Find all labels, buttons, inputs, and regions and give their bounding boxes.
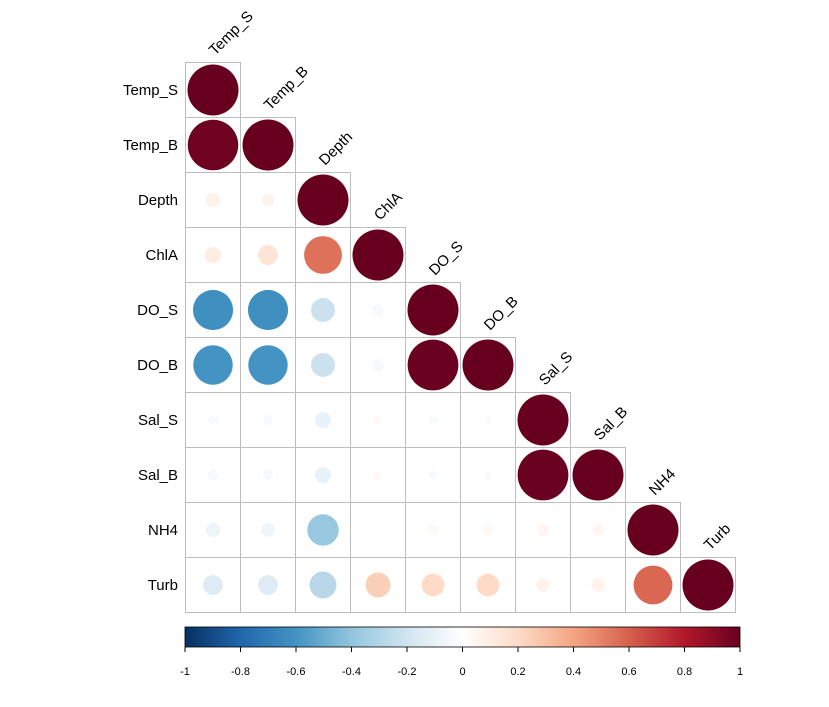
- colorbar-tick-label: 0.4: [566, 666, 581, 678]
- circle-NH4-Temp_B: [261, 523, 275, 537]
- circle-Depth-Temp_B: [261, 193, 275, 207]
- colorbar-tick-label: -0.6: [287, 666, 306, 678]
- circle-Sal_B-Sal_B: [572, 449, 624, 501]
- circle-Temp_B-Temp_S: [187, 119, 239, 171]
- circle-Turb-NH4: [633, 565, 673, 605]
- circle-Sal_S-Depth: [314, 411, 332, 429]
- row-label-Temp_B: Temp_B: [123, 137, 178, 154]
- correlation-circles: [187, 64, 734, 611]
- colorbar-tick-label: 0.6: [621, 666, 636, 678]
- circle-Depth-Temp_S: [205, 192, 221, 208]
- circle-Temp_B-Temp_B: [242, 119, 294, 171]
- circle-Sal_B-ChlA: [373, 470, 383, 480]
- row-label-Depth: Depth: [138, 192, 178, 209]
- circle-Sal_S-Sal_S: [517, 394, 569, 446]
- cell-ChlA-Temp_B: [240, 227, 296, 283]
- colorbar-tick-label: 0.8: [677, 666, 692, 678]
- circle-Turb-Sal_B: [591, 578, 605, 592]
- circle-Sal_B-Temp_B: [262, 469, 274, 481]
- circle-Turb-Depth: [309, 571, 337, 599]
- circle-NH4-Sal_S: [537, 524, 549, 536]
- column-label-Turb: Turb: [701, 520, 734, 553]
- circle-DO_S-Temp_S: [192, 289, 234, 331]
- circle-Turb-DO_B: [476, 573, 500, 597]
- colorbar-tick-label: -1: [180, 666, 190, 678]
- circle-DO_S-Depth: [311, 298, 335, 322]
- circle-DO_S-DO_S: [407, 284, 459, 336]
- colorbar-tick-label: -0.8: [231, 666, 250, 678]
- circle-Sal_B-DO_B: [484, 471, 492, 479]
- colorbar-tick-label: 0: [459, 666, 465, 678]
- circle-DO_S-Temp_B: [247, 289, 289, 331]
- row-label-Sal_S: Sal_S: [138, 412, 178, 429]
- circle-DO_B-Depth: [311, 353, 335, 377]
- circle-DO_B-DO_S: [407, 339, 459, 391]
- circle-Temp_S-Temp_S: [187, 64, 239, 116]
- circle-NH4-Temp_S: [205, 522, 221, 538]
- column-label-DO_B: DO_B: [481, 293, 522, 334]
- column-label-DO_S: DO_S: [426, 238, 467, 279]
- circle-DO_B-ChlA: [372, 359, 384, 371]
- circle-Sal_S-Temp_B: [262, 414, 274, 426]
- column-label-Sal_B: Sal_B: [591, 404, 631, 444]
- colorbar-tick-label: 1: [737, 666, 743, 678]
- circle-DO_B-Temp_S: [193, 345, 233, 385]
- cell-NH4-Depth: [295, 502, 351, 558]
- cell-Sal_S-Temp_S: [185, 392, 241, 448]
- circle-DO_B-DO_B: [462, 339, 514, 391]
- row-label-Turb: Turb: [148, 577, 178, 594]
- row-label-DO_B: DO_B: [137, 357, 178, 374]
- row-label-Sal_B: Sal_B: [138, 467, 178, 484]
- column-label-Sal_S: Sal_S: [536, 349, 576, 389]
- column-label-Depth: Depth: [316, 129, 356, 169]
- colorbar: -1 -0.8 -0.6 -0.4 -0.2 0 0.2 0.4 0.6 0.8 1: [180, 626, 743, 678]
- circle-DO_S-ChlA: [372, 304, 384, 316]
- column-label-Temp_B: Temp_B: [261, 63, 312, 114]
- row-label-Temp_S: Temp_S: [123, 82, 178, 99]
- circle-Turb-Temp_B: [258, 575, 278, 595]
- circle-NH4-NH4: [627, 504, 679, 556]
- column-label-ChlA: ChlA: [371, 189, 406, 224]
- column-label-Temp_S: Temp_S: [206, 8, 257, 59]
- circle-ChlA-ChlA: [352, 229, 404, 281]
- column-label-NH4: NH4: [646, 466, 679, 499]
- circle-Sal_S-DO_S: [428, 415, 438, 425]
- colorbar-tick-label: -0.4: [342, 666, 361, 678]
- colorbar-tick-label: -0.2: [398, 666, 417, 678]
- circle-ChlA-Temp_B: [258, 245, 278, 265]
- circle-NH4-Depth: [307, 514, 339, 546]
- circle-Sal_B-Sal_S: [517, 449, 569, 501]
- row-label-DO_S: DO_S: [137, 302, 178, 319]
- colorbar-gradient: [184, 626, 741, 648]
- circle-NH4-Sal_B: [592, 524, 604, 536]
- circle-ChlA-Temp_S: [204, 246, 222, 264]
- circle-Turb-Turb: [682, 559, 734, 611]
- circle-Turb-Temp_S: [203, 575, 223, 595]
- circle-Sal_B-Temp_S: [207, 469, 219, 481]
- circle-Sal_S-DO_B: [484, 416, 492, 424]
- circle-Turb-DO_S: [421, 573, 445, 597]
- circle-NH4-DO_B: [482, 524, 494, 536]
- circle-Sal_B-DO_S: [428, 470, 438, 480]
- circle-Sal_S-ChlA: [373, 415, 383, 425]
- circle-Sal_B-Depth: [314, 466, 332, 484]
- colorbar-tick-label: 0.2: [510, 666, 525, 678]
- row-label-NH4: NH4: [148, 522, 178, 539]
- row-label-ChlA: ChlA: [145, 247, 178, 264]
- circle-Sal_S-Temp_S: [207, 414, 219, 426]
- circle-NH4-ChlA: [375, 527, 381, 533]
- cell-DO_S-ChlA: [350, 282, 406, 338]
- circle-NH4-DO_S: [427, 524, 439, 536]
- circle-Depth-Depth: [297, 174, 349, 226]
- circle-Turb-Sal_S: [536, 578, 550, 592]
- circle-Turb-ChlA: [365, 572, 391, 598]
- circle-ChlA-Depth: [304, 236, 342, 274]
- row-labels: Temp_S Temp_B Depth ChlA DO_S DO_B Sal_S Sal_B N…: [123, 82, 178, 594]
- circle-DO_B-Temp_B: [248, 345, 288, 385]
